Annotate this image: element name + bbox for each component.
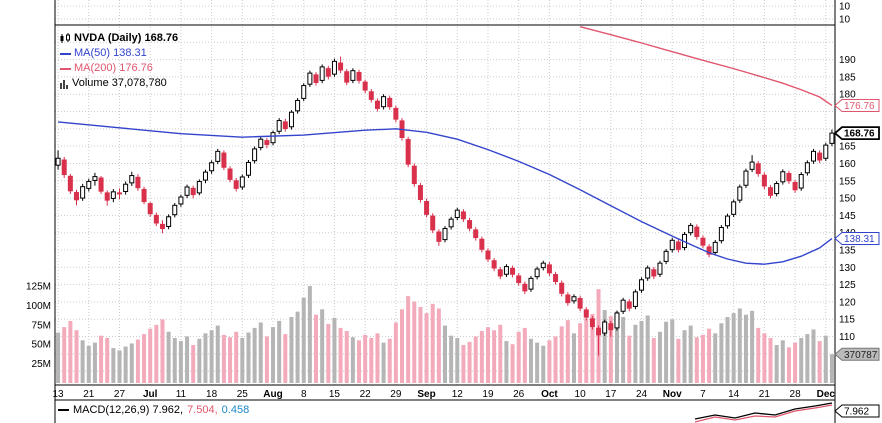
- svg-text:17: 17: [605, 389, 617, 400]
- svg-text:27: 27: [114, 389, 126, 400]
- svg-text:130: 130: [839, 263, 856, 274]
- svg-text:190: 190: [839, 55, 856, 66]
- svg-text:135: 135: [839, 246, 856, 257]
- macd-signal-value: 7.504,: [187, 404, 218, 416]
- svg-text:22: 22: [360, 389, 372, 400]
- candles-layer: [55, 56, 835, 356]
- svg-text:180: 180: [839, 90, 856, 101]
- svg-text:Dec: Dec: [817, 389, 836, 400]
- svg-text:150: 150: [839, 194, 856, 205]
- svg-text:13: 13: [53, 389, 65, 400]
- svg-text:24: 24: [636, 389, 648, 400]
- svg-text:138.31: 138.31: [844, 234, 875, 245]
- svg-text:7: 7: [700, 389, 706, 400]
- candlestick-icon: [60, 33, 71, 44]
- volume-bars-layer: [56, 286, 834, 383]
- svg-text:Jul: Jul: [143, 389, 158, 400]
- grid-layer: [55, 0, 835, 385]
- svg-text:29: 29: [390, 389, 402, 400]
- svg-text:160: 160: [839, 159, 856, 170]
- ma50-legend-label: MA(50) 138.31: [74, 47, 147, 59]
- svg-text:Oct: Oct: [541, 389, 558, 400]
- ma-lines-layer: [58, 26, 833, 265]
- svg-text:Aug: Aug: [263, 389, 282, 400]
- svg-text:14: 14: [728, 389, 740, 400]
- ma50-line-swatch: [60, 52, 71, 55]
- legend-ma50-row: MA(50) 138.31: [60, 46, 178, 61]
- svg-text:Sep: Sep: [417, 389, 435, 400]
- svg-text:8: 8: [301, 389, 307, 400]
- svg-text:165: 165: [839, 142, 856, 153]
- macd-legend: MACD(12,26,9) 7.962, 7.504, 0.458: [58, 404, 249, 416]
- legend-title-row: NVDA (Daily) 168.76: [60, 31, 178, 46]
- volume-legend-label: Volume 37,078,780: [72, 77, 167, 89]
- svg-text:26: 26: [513, 389, 525, 400]
- svg-text:10: 10: [839, 15, 851, 26]
- svg-text:120: 120: [839, 297, 856, 308]
- svg-text:155: 155: [839, 176, 856, 187]
- axis-labels-layer: 1901851801651601551501451401351301251201…: [26, 2, 856, 401]
- svg-text:28: 28: [790, 389, 802, 400]
- ma200-line-swatch: [60, 67, 71, 70]
- svg-text:21: 21: [83, 389, 95, 400]
- svg-text:75M: 75M: [32, 320, 51, 331]
- svg-text:7.962: 7.962: [844, 407, 869, 418]
- svg-text:21: 21: [759, 389, 771, 400]
- svg-text:12: 12: [452, 389, 464, 400]
- svg-text:100M: 100M: [26, 301, 51, 312]
- svg-text:176.76: 176.76: [844, 101, 875, 112]
- svg-text:370787: 370787: [844, 350, 878, 361]
- svg-text:168.76: 168.76: [844, 129, 875, 140]
- svg-text:145: 145: [839, 211, 856, 222]
- svg-text:50M: 50M: [32, 340, 51, 351]
- volume-bars-icon: [60, 79, 69, 89]
- svg-text:185: 185: [839, 72, 856, 83]
- svg-text:115: 115: [839, 315, 855, 326]
- svg-text:18: 18: [206, 389, 218, 400]
- macd-line-swatch: [58, 409, 69, 412]
- ma200-legend-label: MA(200) 176.76: [74, 62, 153, 74]
- svg-text:11: 11: [176, 389, 187, 400]
- svg-text:Nov: Nov: [663, 389, 682, 400]
- svg-text:10: 10: [575, 389, 587, 400]
- macd-curves-layer: [694, 402, 833, 423]
- price-markers-layer: 176.76 138.31 370787 168.76 7.962: [833, 98, 880, 418]
- svg-text:10: 10: [839, 2, 851, 13]
- chart-legend: NVDA (Daily) 168.76 MA(50) 138.31 MA(200…: [60, 31, 178, 91]
- svg-text:110: 110: [839, 332, 855, 343]
- chart-title: NVDA (Daily) 168.76: [74, 32, 179, 44]
- svg-text:25M: 25M: [32, 359, 51, 370]
- legend-volume-row: Volume 37,078,780: [60, 76, 178, 91]
- svg-text:125M: 125M: [26, 282, 51, 293]
- svg-text:125: 125: [839, 280, 856, 291]
- macd-label: MACD(12,26,9) 7.962,: [73, 404, 184, 416]
- svg-text:19: 19: [482, 389, 494, 400]
- borders-layer: [54, 0, 836, 423]
- legend-ma200-row: MA(200) 176.76: [60, 61, 178, 76]
- svg-text:25: 25: [237, 389, 249, 400]
- macd-histogram-value: 0.458: [221, 404, 250, 416]
- svg-text:15: 15: [329, 389, 341, 400]
